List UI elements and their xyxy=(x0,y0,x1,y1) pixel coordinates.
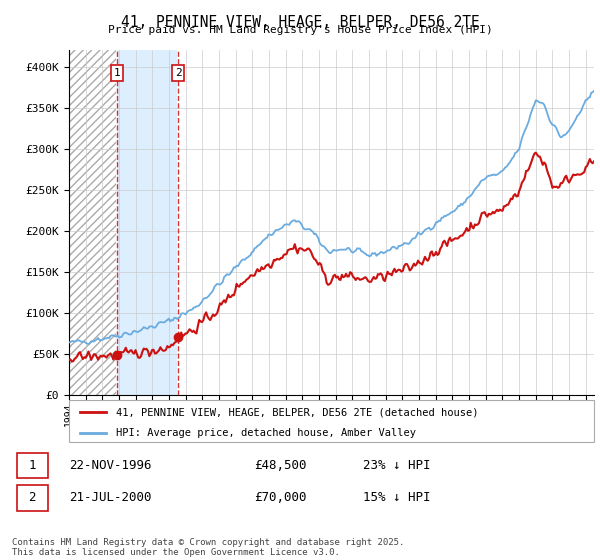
FancyBboxPatch shape xyxy=(17,485,48,511)
Text: £70,000: £70,000 xyxy=(254,491,307,505)
FancyBboxPatch shape xyxy=(69,400,594,442)
Text: 15% ↓ HPI: 15% ↓ HPI xyxy=(364,491,431,505)
Text: 41, PENNINE VIEW, HEAGE, BELPER, DE56 2TE (detached house): 41, PENNINE VIEW, HEAGE, BELPER, DE56 2T… xyxy=(116,407,479,417)
Text: 41, PENNINE VIEW, HEAGE, BELPER, DE56 2TE: 41, PENNINE VIEW, HEAGE, BELPER, DE56 2T… xyxy=(121,15,479,30)
Text: 2: 2 xyxy=(28,491,36,505)
Text: 2: 2 xyxy=(175,68,182,78)
Text: Price paid vs. HM Land Registry's House Price Index (HPI): Price paid vs. HM Land Registry's House … xyxy=(107,25,493,35)
Text: £48,500: £48,500 xyxy=(254,459,307,472)
Text: Contains HM Land Registry data © Crown copyright and database right 2025.
This d: Contains HM Land Registry data © Crown c… xyxy=(12,538,404,557)
Text: 22-NOV-1996: 22-NOV-1996 xyxy=(70,459,152,472)
FancyBboxPatch shape xyxy=(17,452,48,478)
Text: 23% ↓ HPI: 23% ↓ HPI xyxy=(364,459,431,472)
Text: HPI: Average price, detached house, Amber Valley: HPI: Average price, detached house, Ambe… xyxy=(116,428,416,438)
Text: 1: 1 xyxy=(114,68,121,78)
Text: 21-JUL-2000: 21-JUL-2000 xyxy=(70,491,152,505)
Text: 1: 1 xyxy=(28,459,36,472)
